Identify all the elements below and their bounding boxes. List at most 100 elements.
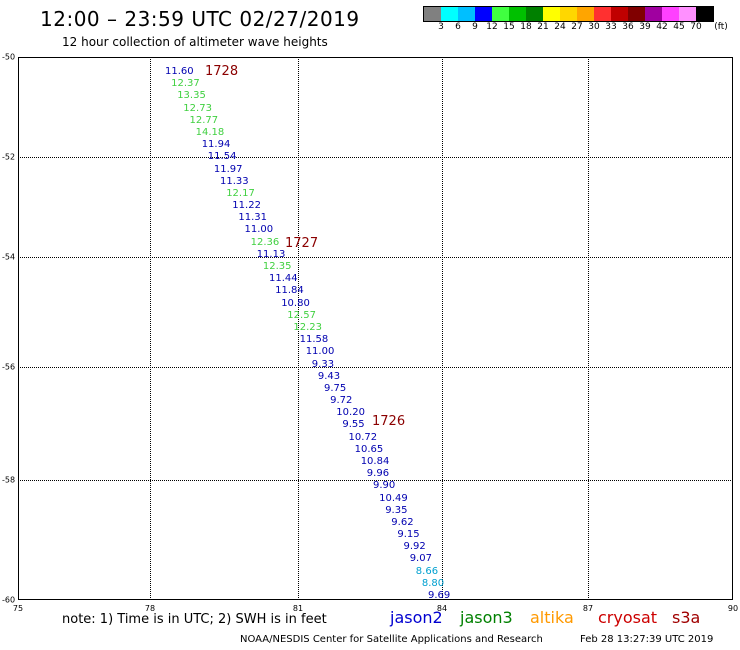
wave-height-value: 11.84 (275, 285, 304, 297)
wave-height-value: 8.80 (421, 577, 445, 589)
pass-number-label: 1726 (372, 414, 406, 429)
color-swatch (492, 7, 509, 21)
wave-height-value: 11.22 (232, 200, 261, 211)
wave-height-value: 10.72 (348, 431, 378, 443)
wave-height-value: 9.92 (403, 541, 426, 553)
meridian-line (150, 57, 151, 600)
pass-number-label: 1728 (205, 64, 239, 79)
longitude-label: 90 (727, 604, 739, 613)
color-scale-label: 30 (588, 22, 600, 32)
credit-text: NOAA/NESDIS Center for Satellite Applica… (240, 634, 543, 645)
wave-height-value: 12.23 (293, 321, 323, 333)
pass-number-label: 1727 (285, 236, 319, 251)
wave-height-value: 9.55 (342, 419, 365, 431)
wave-height-value: 9.62 (391, 516, 414, 528)
color-scale-label: 9 (472, 22, 478, 32)
longitude-label: 81 (292, 604, 304, 613)
color-swatch (577, 7, 594, 21)
legend-entry-jason2: jason2 (390, 608, 443, 627)
color-swatch (679, 7, 696, 21)
latitude-label: -52 (2, 152, 16, 162)
color-scale-label: 24 (554, 22, 566, 32)
longitude-label: 78 (144, 604, 156, 613)
wave-height-value: 9.35 (385, 504, 408, 516)
meridian-line (298, 57, 299, 600)
wave-height-value: 12.57 (287, 309, 316, 321)
color-swatch (662, 7, 679, 21)
wave-height-value: 8.66 (415, 565, 439, 577)
wave-height-value: 11.54 (207, 151, 237, 163)
color-scale-label: 21 (537, 22, 549, 32)
legend-entry-altika: altika (530, 608, 574, 627)
parallel-line (18, 157, 733, 158)
color-swatch (645, 7, 662, 21)
color-scale-label: 15 (503, 22, 515, 32)
parallel-line (18, 257, 733, 258)
footer-note: note: 1) Time is in UTC; 2) SWH is in fe… (62, 612, 327, 627)
wave-height-value: 11.13 (256, 248, 286, 260)
meridian-line (442, 57, 443, 600)
wave-height-value: 11.97 (213, 163, 243, 175)
wave-height-value: 12.35 (262, 261, 292, 272)
color-scale-label: 42 (656, 22, 668, 32)
color-swatch (696, 7, 713, 21)
color-swatch (594, 7, 611, 21)
parallel-line (18, 367, 733, 368)
latitude-label: -60 (2, 595, 16, 605)
wave-height-value: 11.58 (299, 334, 329, 346)
wave-height-value: 12.17 (226, 187, 255, 199)
parallel-line (18, 480, 733, 481)
wave-height-value: 10.65 (354, 443, 384, 455)
wave-height-value: 12.36 (250, 236, 280, 248)
legend-entry-cryosat: cryosat (598, 608, 658, 627)
wave-height-value: 12.37 (171, 78, 200, 90)
latitude-label: -54 (2, 252, 16, 262)
wave-height-color-scale (423, 6, 714, 22)
generation-timestamp: Feb 28 13:27:39 UTC 2019 (580, 634, 714, 645)
wave-height-value: 11.00 (244, 224, 274, 236)
color-swatch (509, 7, 526, 21)
longitude-label: 84 (436, 604, 448, 613)
wave-height-value: 11.00 (305, 346, 335, 358)
legend-entry-jason3: jason3 (460, 608, 513, 627)
color-swatch (628, 7, 645, 21)
color-scale-label: 18 (520, 22, 532, 32)
wave-height-value: 9.96 (366, 468, 390, 480)
wave-height-value: 9.90 (373, 480, 396, 492)
color-scale-label: 12 (486, 22, 498, 32)
longitude-label: 75 (12, 604, 24, 613)
wave-height-value: 14.18 (195, 126, 225, 138)
wave-height-value: 9.69 (428, 590, 451, 601)
color-scale-label: 36 (622, 22, 634, 32)
color-scale-label: 70 (690, 22, 702, 32)
meridian-line (588, 57, 589, 600)
color-scale-label: 39 (639, 22, 651, 32)
longitude-label: 87 (582, 604, 594, 613)
color-scale-label: 45 (673, 22, 685, 32)
legend-entry-s3a: s3a (672, 608, 701, 627)
wave-height-value: 11.31 (238, 212, 268, 224)
wave-height-value: 10.84 (360, 456, 390, 467)
color-scale-unit: (ft) (714, 22, 728, 32)
wave-height-value: 9.72 (330, 395, 353, 406)
color-swatch (441, 7, 458, 21)
map-title: 12:00 – 23:59 UTC 02/27/2019 (40, 7, 360, 31)
color-scale-label: 27 (571, 22, 583, 32)
wave-height-value: 13.35 (177, 90, 206, 102)
wave-height-value: 9.75 (324, 382, 347, 394)
color-swatch (424, 7, 441, 21)
color-scale-label: 3 (438, 22, 444, 32)
wave-height-value: 9.33 (311, 358, 335, 370)
color-scale-label: 6 (455, 22, 461, 32)
wave-height-value: 9.43 (317, 370, 341, 382)
wave-height-value: 12.77 (189, 114, 219, 126)
wave-height-value: 10.20 (336, 407, 365, 419)
wave-height-value: 10.80 (281, 297, 310, 309)
color-swatch (611, 7, 628, 21)
wave-height-value: 10.49 (379, 492, 408, 504)
color-swatch (475, 7, 492, 21)
latitude-label: -56 (2, 362, 16, 372)
wave-height-value: 11.44 (269, 273, 298, 285)
wave-height-value: 11.94 (201, 139, 231, 151)
wave-height-value: 11.60 (165, 66, 194, 77)
